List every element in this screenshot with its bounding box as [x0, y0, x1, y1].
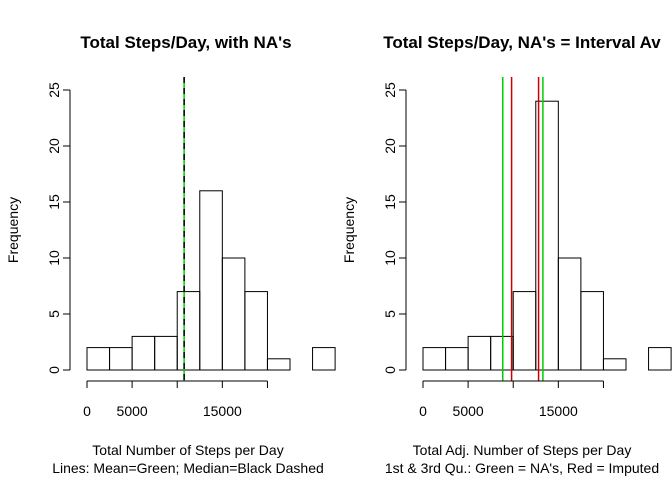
histogram-bar	[109, 347, 133, 371]
histogram-panel-with-nas: Total Steps/Day, with NA's Frequency Tot…	[5, 33, 336, 476]
x-tick-label: 5000	[117, 403, 148, 419]
y-tick-label: 25	[382, 82, 398, 98]
y-tick-label: 15	[46, 194, 62, 210]
y-axis-label: Frequency	[5, 197, 21, 263]
histogram-bar	[648, 347, 672, 371]
histogram-bar	[467, 335, 492, 371]
histogram-bar	[580, 291, 604, 371]
x-axis-label: Total Number of Steps per Day	[92, 442, 283, 458]
x-tick-label: 0	[83, 403, 91, 419]
histogram-bar	[131, 335, 156, 371]
histogram-bar	[535, 100, 559, 371]
chart-title: Total Steps/Day, NA's = Interval Av	[383, 33, 661, 52]
chart-title: Total Steps/Day, with NA's	[80, 33, 291, 52]
histogram-bar	[154, 335, 178, 371]
histogram-bar	[602, 358, 627, 371]
histogram-panel-imputed: Total Steps/Day, NA's = Interval Av Freq…	[341, 33, 672, 476]
histogram-bar	[86, 347, 111, 371]
histogram-bar	[266, 358, 291, 371]
histogram-bar	[422, 347, 447, 371]
y-tick-label: 20	[382, 138, 398, 154]
y-tick-label: 5	[382, 310, 398, 318]
y-tick-label: 25	[46, 82, 62, 98]
histogram-bar	[557, 257, 582, 371]
histogram-bar	[244, 291, 268, 371]
histogram-bar	[512, 291, 537, 371]
x-tick-label: 5000	[453, 403, 484, 419]
histogram-bar	[221, 257, 246, 371]
y-tick-label: 10	[46, 250, 62, 266]
x-axis-sublabel: 1st & 3rd Qu.: Green = NA's, Red = Imput…	[385, 460, 659, 476]
histogram-bar	[312, 347, 336, 371]
x-tick-label: 15000	[203, 403, 242, 419]
histogram-bar	[445, 347, 469, 371]
histogram-bar	[199, 190, 223, 371]
x-axis-label: Total Adj. Number of Steps per Day	[413, 442, 632, 458]
y-tick-label: 5	[46, 310, 62, 318]
x-axis-sublabel: Lines: Mean=Green; Median=Black Dashed	[52, 460, 324, 476]
x-tick-label: 0	[419, 403, 427, 419]
y-tick-label: 20	[46, 138, 62, 154]
histogram-bar	[176, 291, 201, 371]
y-tick-label: 15	[382, 194, 398, 210]
y-tick-label: 0	[382, 366, 398, 374]
y-tick-label: 0	[46, 366, 62, 374]
y-tick-label: 10	[382, 250, 398, 266]
y-axis-label: Frequency	[341, 197, 357, 263]
histogram-bar	[490, 335, 514, 371]
x-tick-label: 15000	[539, 403, 578, 419]
